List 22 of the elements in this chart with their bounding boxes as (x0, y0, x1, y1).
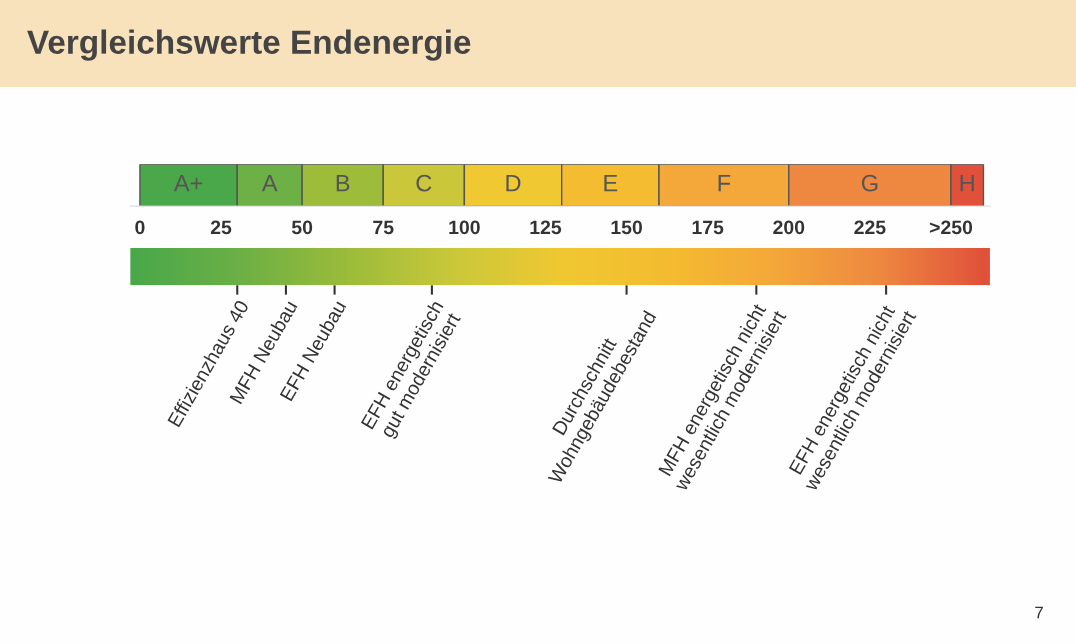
x-tick-label: 200 (773, 220, 805, 235)
x-tick-label: 225 (854, 220, 886, 235)
x-tick-label: 150 (611, 220, 642, 235)
series-label: E (604, 175, 618, 192)
series-label: A (261, 175, 278, 192)
x-tick-label: 75 (373, 220, 394, 235)
series-label: G (861, 174, 878, 192)
text: 7 (1035, 606, 1043, 619)
x-tick-label: 175 (692, 220, 724, 235)
series-label: H (960, 175, 974, 192)
x-tick-label: 50 (291, 220, 313, 235)
x-tick-label: >250 (929, 220, 973, 235)
series-label: A+ (173, 175, 203, 192)
series-label: F (718, 175, 731, 192)
x-tick-label: 0 (135, 220, 145, 235)
series-label: C (416, 174, 432, 192)
x-tick-label: 125 (530, 220, 562, 235)
series-label: B (336, 175, 350, 192)
chart-title: Vergleichswerte Endenergie (27, 29, 471, 61)
x-tick-label: 25 (210, 220, 232, 235)
x-tick-label: 100 (449, 220, 480, 235)
series-label: D (506, 175, 521, 192)
